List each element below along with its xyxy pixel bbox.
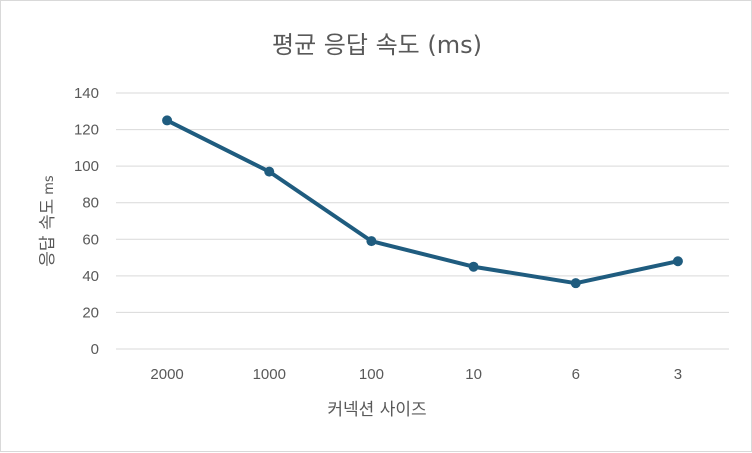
- y-tick-label: 40: [82, 268, 99, 285]
- y-axis-title: 응답 속도 ms: [38, 175, 58, 267]
- y-tick-label: 0: [91, 341, 99, 358]
- x-axis-ticks: 2000 1000 100 10 6 3: [150, 366, 682, 383]
- series-line-group: [162, 115, 683, 289]
- chart-title: 평균 응답 속도 (ms): [272, 31, 482, 59]
- y-tick-label: 20: [82, 304, 99, 321]
- y-tick-label: 80: [82, 195, 99, 212]
- gridlines: [116, 92, 729, 350]
- y-axis-title-unit: ms: [42, 175, 57, 195]
- x-tick-label: 100: [359, 366, 384, 383]
- y-axis-ticks: 0 20 40 60 80 100 120 140: [74, 85, 99, 358]
- y-axis-title-text: 응답 속도: [38, 199, 58, 267]
- data-point: [264, 166, 275, 177]
- y-tick-label: 100: [74, 158, 99, 175]
- x-tick-label: 1000: [253, 366, 286, 383]
- y-tick-label: 60: [82, 231, 99, 248]
- x-tick-label: 2000: [150, 366, 183, 383]
- series-line: [165, 118, 680, 286]
- data-point: [366, 236, 377, 247]
- data-point: [672, 256, 683, 267]
- x-axis-title: 커넥션 사이즈: [327, 400, 426, 420]
- y-tick-label: 140: [74, 85, 99, 102]
- x-tick-label: 10: [465, 366, 482, 383]
- y-tick-label: 120: [74, 122, 99, 139]
- data-point: [570, 278, 581, 289]
- data-point: [468, 261, 479, 272]
- x-tick-label: 6: [572, 366, 580, 383]
- x-tick-label: 3: [674, 366, 682, 383]
- data-point: [162, 115, 173, 126]
